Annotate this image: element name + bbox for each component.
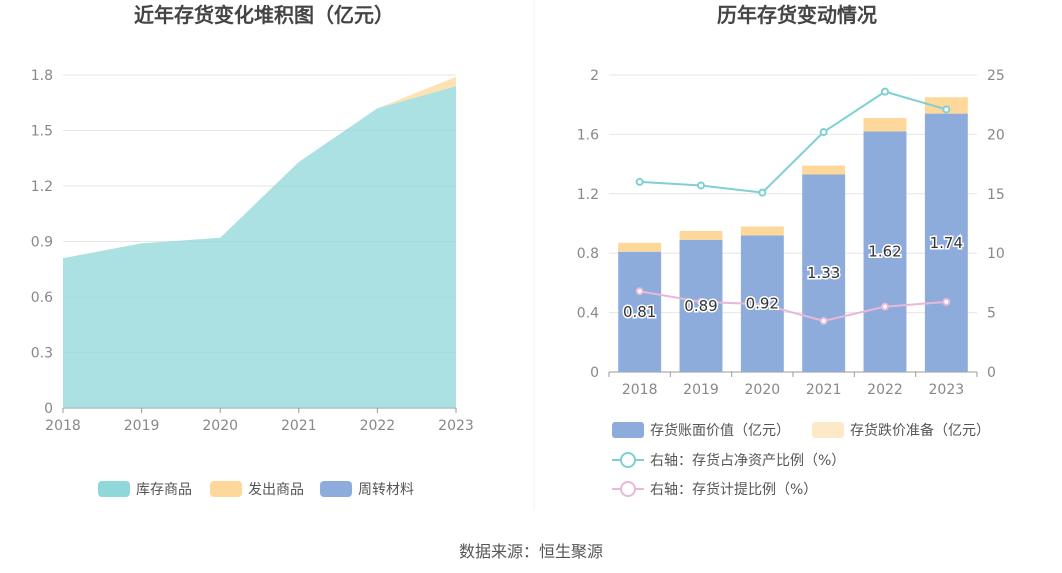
area-series-shipped-goods — [63, 76, 456, 259]
bar-data-label: 1.62 — [868, 243, 901, 261]
left-y-tick-label: 0.6 — [31, 290, 53, 306]
left-y-tick-label: 0.3 — [31, 346, 53, 362]
right-legend-swatch — [812, 422, 844, 438]
right-y-tick-label: 0.8 — [577, 246, 599, 262]
left-chart-title: 近年存货变化堆积图（亿元） — [134, 3, 394, 27]
bar-impairment — [924, 97, 968, 114]
point-provision-ratio — [758, 300, 767, 309]
left-x-tick-label: 2018 — [45, 418, 81, 434]
bar-book-value — [924, 113, 968, 373]
right-legend-swatch — [612, 422, 644, 438]
point-ratio-net-assets — [819, 128, 828, 137]
left-y-tick-label: 1.8 — [31, 68, 53, 84]
left-x-tick-label: 2019 — [124, 418, 160, 434]
line-provision-ratio — [639, 290, 947, 322]
bar-data-label: 0.81 — [623, 303, 656, 321]
point-provision-ratio — [635, 287, 644, 296]
bar-book-value — [863, 131, 907, 372]
left-legend-label: 周转材料 — [358, 482, 414, 498]
right-x-tick-label: 2018 — [622, 382, 658, 398]
right-legend-marker — [620, 481, 636, 497]
point-ratio-net-assets — [942, 105, 951, 114]
bar-book-value — [618, 251, 662, 372]
right-x-tick-label: 2023 — [929, 382, 965, 398]
right-y2-tick-label: 20 — [987, 127, 1005, 143]
right-y2-tick-label: 10 — [987, 246, 1005, 262]
bar-impairment — [618, 242, 662, 252]
left-y-tick-label: 1.2 — [31, 179, 53, 195]
point-provision-ratio — [881, 302, 889, 311]
left-x-tick-label: 2021 — [281, 418, 317, 434]
right-chart-title: 历年存货变动情况 — [717, 3, 877, 27]
right-y-tick-label: 0 — [590, 365, 599, 381]
bar-data-label: 1.74 — [930, 234, 963, 252]
bar-impairment — [802, 165, 846, 175]
left-legend-label: 发出商品 — [248, 482, 304, 498]
right-y2-tick-label: 5 — [987, 306, 996, 322]
bar-data-label: 0.89 — [684, 297, 717, 315]
point-provision-ratio — [697, 297, 705, 306]
left-y-tick-label: 1.5 — [31, 124, 53, 140]
area-series-inventory-goods — [63, 86, 456, 408]
left-x-tick-label: 2022 — [360, 418, 396, 434]
right-y-tick-label: 1.6 — [577, 127, 599, 143]
right-x-tick-label: 2020 — [745, 382, 781, 398]
left-x-tick-label: 2023 — [438, 418, 474, 434]
right-y-tick-label: 2 — [590, 68, 599, 84]
bar-data-label: 0.92 — [746, 295, 779, 313]
line-ratio-net-assets — [639, 90, 947, 194]
data-source: 数据来源：恒生聚源 — [458, 542, 603, 561]
point-ratio-net-assets — [697, 181, 705, 190]
point-ratio-net-assets — [758, 188, 767, 197]
right-x-tick-label: 2021 — [806, 382, 842, 398]
right-legend-label: 存货跌价准备（亿元） — [850, 422, 990, 439]
bar-impairment — [863, 118, 907, 132]
bar-data-label: 1.33 — [807, 264, 840, 282]
point-ratio-net-assets — [881, 87, 889, 96]
right-y2-tick-label: 25 — [987, 68, 1005, 84]
left-legend-label: 库存商品 — [136, 482, 192, 498]
inventory-area-chart: 近年存货变化堆积图（亿元） 0 0.3 0.6 0.9 1.2 1.5 1.8 2018 2019… — [31, 3, 474, 498]
point-ratio-net-assets — [635, 177, 644, 186]
right-y-tick-label: 1.2 — [577, 187, 599, 203]
right-y2-tick-label: 15 — [987, 187, 1005, 203]
right-y-tick-label: 0.4 — [577, 306, 599, 322]
right-x-tick-label: 2022 — [867, 382, 903, 398]
bar-impairment — [679, 230, 723, 240]
right-legend-label: 右轴：存货占净资产比例（%） — [650, 452, 845, 469]
left-legend-swatch — [98, 481, 130, 497]
point-provision-ratio — [819, 316, 828, 325]
right-legend-label: 存货账面价值（亿元） — [650, 422, 790, 439]
left-x-tick-label: 2020 — [202, 418, 238, 434]
bar-impairment — [740, 226, 784, 236]
left-y-tick-label: 0.9 — [31, 235, 53, 251]
right-x-tick-label: 2019 — [683, 382, 719, 398]
left-y-tick-label: 0 — [44, 401, 53, 417]
bar-book-value — [802, 174, 846, 372]
left-legend-swatch — [210, 481, 242, 497]
right-y2-tick-label: 0 — [987, 365, 996, 381]
right-legend-label: 右轴：存货计提比例（%） — [650, 481, 817, 498]
point-provision-ratio — [942, 297, 951, 306]
bar-book-value — [679, 239, 723, 372]
left-legend-swatch — [320, 481, 352, 497]
right-legend-marker — [620, 452, 636, 468]
